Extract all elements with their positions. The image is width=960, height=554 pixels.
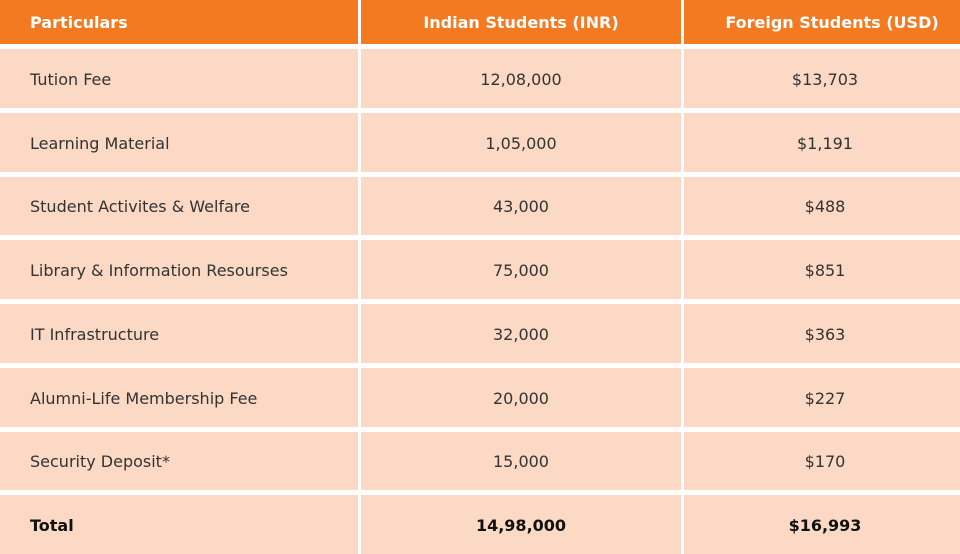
row-inr-value: 12,08,000: [361, 49, 681, 108]
row-inr-value: 32,000: [361, 304, 681, 363]
row-usd-value: $488: [684, 176, 960, 236]
row-usd-value: $851: [684, 240, 960, 299]
row-inr-value: 15,000: [361, 431, 681, 491]
total-usd-value: $16,993: [684, 495, 960, 554]
row-particular: Learning Material: [0, 112, 358, 172]
total-inr-value: 14,98,000: [361, 495, 681, 554]
total-label: Total: [0, 495, 358, 554]
row-inr-value: 20,000: [361, 367, 681, 427]
row-particular: Tution Fee: [0, 49, 358, 108]
header-indian-students: Indian Students (INR): [361, 0, 681, 44]
row-particular: IT Infrastructure: [0, 304, 358, 363]
header-foreign-students: Foreign Students (USD): [684, 0, 960, 44]
row-inr-value: 43,000: [361, 176, 681, 236]
row-usd-value: $227: [684, 367, 960, 427]
row-usd-value: $13,703: [684, 49, 960, 108]
row-usd-value: $363: [684, 304, 960, 363]
row-inr-value: 75,000: [361, 240, 681, 299]
row-usd-value: $1,191: [684, 112, 960, 172]
row-inr-value: 1,05,000: [361, 112, 681, 172]
header-particulars: Particulars: [0, 0, 358, 44]
row-particular: Student Activites & Welfare: [0, 176, 358, 236]
row-particular: Alumni-Life Membership Fee: [0, 367, 358, 427]
row-particular: Security Deposit*: [0, 431, 358, 491]
row-particular: Library & Information Resourses: [0, 240, 358, 299]
row-usd-value: $170: [684, 431, 960, 491]
